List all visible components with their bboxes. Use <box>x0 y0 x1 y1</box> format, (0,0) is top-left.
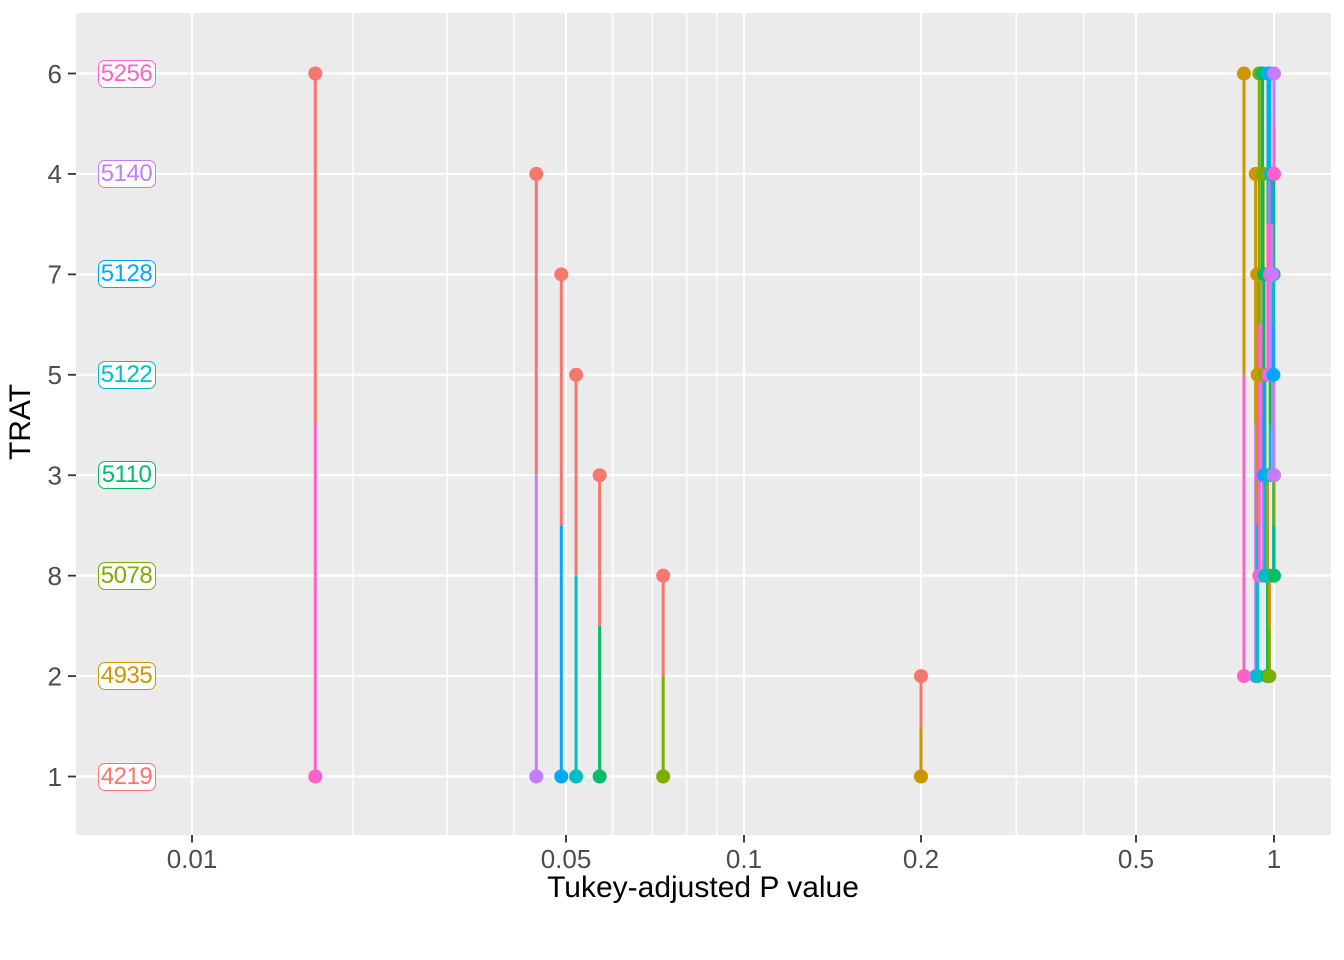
comparison-point <box>1267 568 1281 583</box>
plot-panel <box>76 13 1331 835</box>
y-tick-label: 1 <box>48 762 62 792</box>
x-tick-label: 0.05 <box>541 844 592 874</box>
comparison-point <box>529 769 544 784</box>
estimate-label-trat-2: 4935 <box>97 662 156 691</box>
comparison-point <box>529 166 544 181</box>
comparison-point <box>554 769 569 784</box>
x-tick-label: 0.1 <box>726 844 762 874</box>
y-tick-label: 6 <box>48 59 62 89</box>
y-tick-label: 5 <box>48 360 62 390</box>
estimate-label-trat-3: 5110 <box>97 461 156 490</box>
y-tick-label: 7 <box>48 260 62 290</box>
comparison-point <box>1267 166 1281 181</box>
comparison-point <box>1236 669 1251 684</box>
comparison-point <box>914 769 928 784</box>
comparison-point <box>1267 66 1281 81</box>
estimate-label-trat-6: 5256 <box>97 59 156 88</box>
comparison-point <box>569 367 584 382</box>
comparison-point <box>592 468 607 483</box>
comparison-point <box>592 769 607 784</box>
comparison-point <box>1264 267 1279 282</box>
comparison-point <box>1262 669 1277 684</box>
comparison-point <box>1236 66 1251 81</box>
x-tick-label: 0.5 <box>1118 844 1154 874</box>
comparison-point <box>308 66 323 81</box>
comparison-point <box>914 669 928 684</box>
comparison-point <box>554 267 569 282</box>
x-axis-title: Tukey-adjusted P value <box>547 871 859 904</box>
x-tick-label: 1 <box>1267 844 1281 874</box>
x-tick-label: 0.2 <box>903 844 939 874</box>
y-tick-label: 2 <box>48 661 62 691</box>
comparison-point <box>569 769 584 784</box>
y-tick-label: 8 <box>48 561 62 591</box>
estimate-label-trat-5: 5122 <box>97 360 156 389</box>
estimate-label-trat-4: 5140 <box>97 159 156 188</box>
estimate-label-trat-1: 4219 <box>97 762 156 791</box>
y-axis-title: TRAT <box>4 383 37 461</box>
estimate-label-trat-8: 5078 <box>97 561 156 590</box>
y-tick-label: 4 <box>48 159 62 189</box>
x-tick-label: 0.01 <box>167 844 218 874</box>
y-tick-label: 3 <box>48 461 62 491</box>
comparison-point <box>308 769 323 784</box>
comparison-point <box>1250 669 1265 684</box>
comparison-point <box>1266 367 1281 382</box>
comparison-point <box>656 769 671 784</box>
comparison-point <box>1266 468 1281 483</box>
estimate-label-trat-7: 5128 <box>97 260 156 289</box>
comparison-point <box>656 568 671 583</box>
